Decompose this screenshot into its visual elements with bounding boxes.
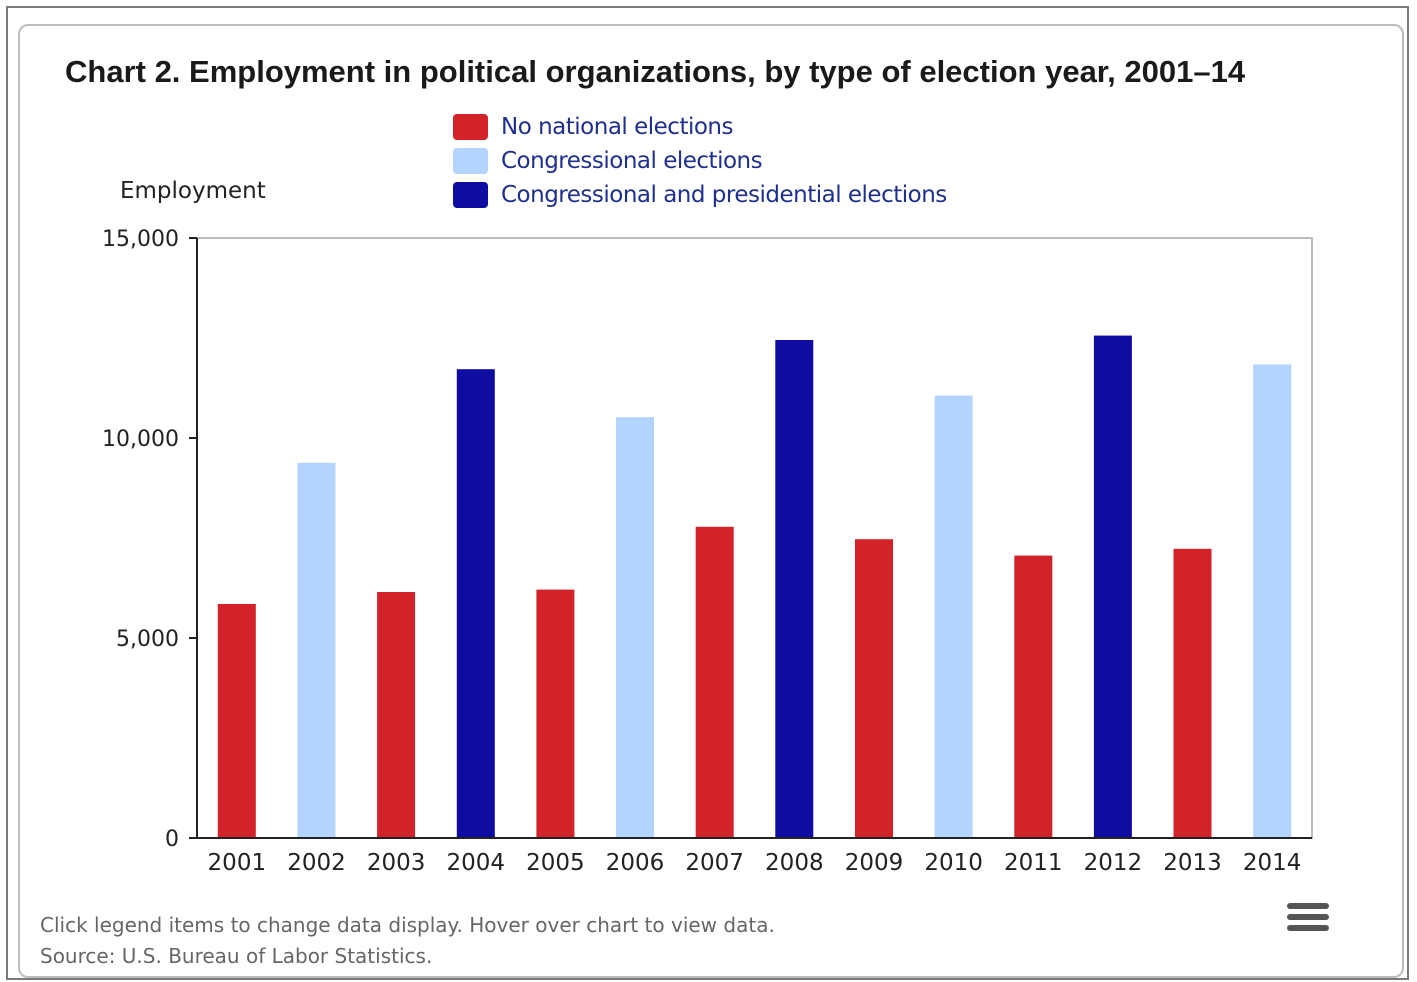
bar-2011[interactable]: [1014, 555, 1053, 838]
legend-item-no-national[interactable]: No national elections: [453, 110, 947, 144]
legend-item-congressional-presidential[interactable]: Congressional and presidential elections: [453, 178, 947, 212]
x-tick-label: 2003: [367, 850, 426, 876]
legend-label: No national elections: [501, 114, 734, 140]
bar-2002[interactable]: [297, 462, 336, 838]
x-tick-label: 2008: [765, 850, 824, 876]
legend-swatch-congressional: [453, 148, 488, 174]
bar-2007[interactable]: [695, 526, 734, 838]
y-tick-label: 5,000: [116, 627, 179, 652]
y-ticks-group: 0 5,000 10,000 15,000: [102, 227, 197, 852]
bar-2001[interactable]: [217, 604, 256, 838]
x-tick-label: 2007: [685, 850, 744, 876]
legend-label: Congressional and presidential elections: [501, 182, 947, 208]
x-tick-label: 2009: [845, 850, 904, 876]
bar-2009[interactable]: [855, 539, 893, 838]
bar-2006[interactable]: [616, 417, 654, 838]
legend-label: Congressional elections: [501, 148, 763, 174]
y-tick-label: 15,000: [102, 227, 179, 252]
y-axis-label: Employment: [120, 178, 266, 204]
bar-2005[interactable]: [536, 589, 575, 838]
x-tick-label: 2010: [924, 850, 983, 876]
bar-2010[interactable]: [934, 395, 973, 838]
x-tick-label: 2004: [446, 850, 505, 876]
x-tick-label: 2005: [526, 850, 585, 876]
bar-2004[interactable]: [456, 369, 495, 838]
menu-line: [1287, 925, 1329, 931]
x-tick-label: 2014: [1243, 850, 1302, 876]
bars-group: [217, 335, 1292, 838]
plot-frame: [196, 237, 1313, 839]
y-tick-label: 10,000: [102, 427, 179, 452]
x-tick-label: 2011: [1004, 850, 1063, 876]
y-tick-label: 0: [165, 827, 179, 852]
bar-2012[interactable]: [1093, 335, 1132, 838]
x-tick-label: 2002: [287, 850, 346, 876]
x-tick-label: 2013: [1163, 850, 1222, 876]
x-tick-label: 2012: [1084, 850, 1143, 876]
bar-2014[interactable]: [1253, 364, 1292, 838]
legend-item-congressional[interactable]: Congressional elections: [453, 144, 947, 178]
hamburger-menu-icon[interactable]: [1287, 903, 1329, 937]
chart-title: Chart 2. Employment in political organiz…: [65, 54, 1246, 89]
footer: Click legend items to change data displa…: [40, 910, 775, 972]
x-ticks-group: 2001 2002 2003 2004 2005 2006 2007 2008 2009 2010…: [208, 850, 1302, 876]
x-tick-label: 2006: [606, 850, 665, 876]
footer-source: Source: U.S. Bureau of Labor Statistics.: [40, 944, 433, 968]
legend-swatch-no-national: [453, 114, 488, 140]
legend: No national elections Congressional elec…: [453, 110, 947, 212]
menu-line: [1287, 903, 1329, 909]
x-tick-label: 2001: [208, 850, 267, 876]
bar-2013[interactable]: [1173, 548, 1212, 838]
legend-swatch-congressional-presidential: [453, 182, 488, 208]
menu-line: [1287, 914, 1329, 920]
footer-hint: Click legend items to change data displa…: [40, 913, 775, 937]
bar-2003[interactable]: [377, 592, 416, 838]
bar-2008[interactable]: [775, 340, 814, 838]
